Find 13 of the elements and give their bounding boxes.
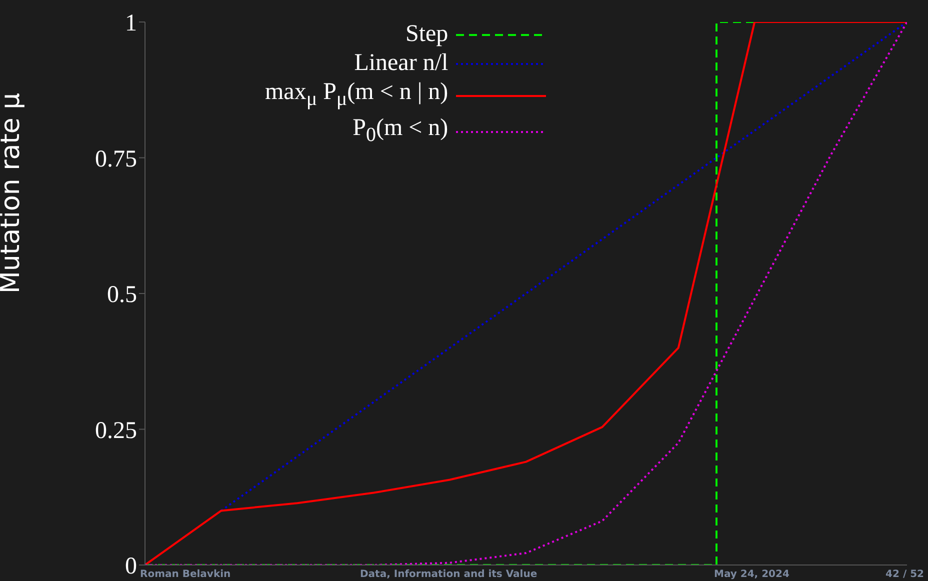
y-tick-label: 0.75 <box>95 146 137 172</box>
y-tick-label: 1 <box>125 10 137 37</box>
legend-label: Step <box>405 20 448 49</box>
text: Roman Belavkin <box>140 569 231 581</box>
legend-label: Linear n/l <box>354 49 448 78</box>
text: 42 / 52 <box>886 569 924 581</box>
text: Data, Information and its Value <box>360 569 538 581</box>
y-tick-label: 0 <box>125 554 137 580</box>
y-tick-label: 0.5 <box>107 282 137 308</box>
y-tick-label: 0.25 <box>95 418 137 444</box>
legend-label: max$_{μ}$ P$_{μ}$(m < n | n) <box>265 78 448 112</box>
legend-label: P$_{0}$(m < n) <box>352 114 448 148</box>
text: May 24, 2024 <box>714 569 790 581</box>
